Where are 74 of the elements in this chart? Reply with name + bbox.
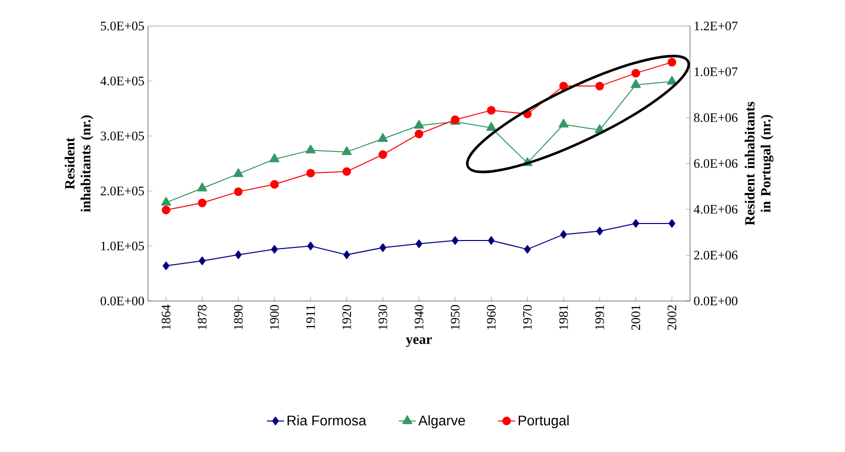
- point: [378, 150, 388, 159]
- x-tick-label: 1920: [342, 305, 352, 330]
- point: [269, 153, 280, 162]
- point: [234, 187, 243, 196]
- x-tick-label: 1900: [270, 305, 279, 330]
- point: [306, 168, 315, 178]
- point: [270, 180, 279, 189]
- point: [343, 250, 350, 260]
- y-tick-label: 0.0E+00: [100, 296, 144, 306]
- point: [559, 82, 568, 90]
- point: [630, 79, 641, 88]
- point: [416, 240, 422, 248]
- point: [558, 118, 569, 128]
- y-tick-label: 5.0E+05: [100, 22, 144, 30]
- x-tick-label: 1930: [378, 305, 388, 330]
- x-tick-label: 1970: [523, 305, 532, 330]
- point: [524, 245, 531, 254]
- x-tick-label: 1960: [486, 305, 496, 330]
- point: [668, 219, 676, 228]
- y2-tick-label: 4.0E+06: [694, 204, 738, 214]
- point: [307, 242, 314, 250]
- point: [342, 167, 352, 176]
- point: [486, 122, 496, 131]
- x-tick-label: 1878: [198, 305, 207, 330]
- point: [342, 146, 352, 156]
- x-tick-label: 1950: [450, 305, 460, 330]
- point: [486, 106, 496, 115]
- x-tick-label: 1981: [559, 305, 568, 330]
- point: [560, 230, 567, 239]
- x-tick-label: 1911: [306, 305, 315, 329]
- x-tick-label: 2001: [631, 305, 640, 330]
- point: [668, 58, 676, 67]
- x-tick-label: 1991: [595, 305, 604, 330]
- point: [380, 243, 386, 252]
- point: [197, 182, 208, 192]
- point: [271, 245, 278, 254]
- point: [161, 196, 172, 206]
- point: [198, 256, 206, 266]
- y-axis-title: Resident inhabitants (nr.): [64, 115, 94, 212]
- y2-axis-title: Resident inhabitants in Portugal (nr.): [744, 102, 774, 226]
- x-tick-label: 1890: [234, 305, 243, 330]
- point: [414, 120, 424, 129]
- point: [234, 250, 242, 260]
- point: [233, 168, 244, 178]
- point: [596, 226, 604, 236]
- y2-tick-label: 0.0E+00: [694, 296, 738, 306]
- x-tick-label: 1940: [414, 305, 424, 330]
- point: [414, 130, 424, 138]
- point: [488, 236, 495, 245]
- y2-tick-label: 6.0E+06: [694, 159, 738, 168]
- x-axis-title: year: [406, 337, 432, 347]
- legend-label: Ria Formosa: [288, 415, 366, 426]
- y2-tick-label: 8.0E+06: [694, 113, 738, 122]
- point: [595, 82, 604, 90]
- y2-tick-label: 2.0E+06: [694, 250, 738, 260]
- y-tick-label: 4.0E+05: [100, 76, 144, 86]
- y2-tick-label: 1.0E+07: [694, 67, 738, 76]
- point: [198, 198, 207, 208]
- y-tick-label: 3.0E+05: [100, 132, 144, 140]
- point: [306, 144, 316, 154]
- point: [452, 236, 458, 245]
- y-tick-label: 1.0E+05: [101, 242, 144, 250]
- x-tick-label: 1864: [162, 304, 170, 330]
- point: [162, 262, 170, 270]
- y-tick-label: 2.0E+05: [100, 186, 144, 196]
- point: [378, 133, 388, 142]
- point: [632, 68, 640, 78]
- x-tick-label: 2002: [668, 305, 676, 330]
- legend-label: Algarve: [418, 415, 465, 428]
- point: [632, 219, 640, 228]
- point: [162, 206, 170, 214]
- point: [666, 76, 677, 85]
- y2-tick-label: 1.2E+07: [694, 22, 738, 30]
- legend-label: Portugal: [518, 415, 569, 428]
